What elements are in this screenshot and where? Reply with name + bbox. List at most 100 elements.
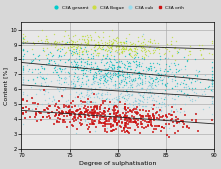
Point <box>78 114 82 117</box>
Point <box>160 125 164 128</box>
Point <box>122 127 126 130</box>
Point <box>115 50 119 53</box>
Point <box>170 42 173 45</box>
Point <box>195 74 199 76</box>
Point <box>159 74 162 76</box>
Point <box>76 63 80 66</box>
Point <box>112 96 116 99</box>
Point <box>117 85 120 88</box>
Point <box>92 73 96 76</box>
Point <box>75 52 79 54</box>
Point <box>22 112 25 115</box>
Point <box>69 113 72 116</box>
Point <box>69 81 73 84</box>
Point <box>104 120 108 122</box>
Point <box>150 83 154 86</box>
Point <box>148 119 152 121</box>
Point <box>120 49 124 52</box>
Point <box>62 119 65 121</box>
Point <box>194 111 197 114</box>
Point <box>95 114 99 116</box>
Point <box>157 102 160 105</box>
Point <box>41 76 45 78</box>
Point <box>107 39 111 41</box>
Point <box>98 75 102 77</box>
Point <box>196 71 200 74</box>
Point <box>78 108 82 111</box>
Point <box>185 58 189 61</box>
Point <box>101 97 104 99</box>
Point <box>154 106 158 108</box>
Point <box>101 100 105 103</box>
Point <box>92 110 96 113</box>
Point <box>185 86 188 88</box>
Point <box>105 52 108 55</box>
Point <box>40 73 43 75</box>
Point <box>135 52 139 55</box>
Point <box>66 111 70 114</box>
Point <box>37 54 40 57</box>
Point <box>175 49 179 52</box>
Point <box>122 128 126 131</box>
Point <box>116 88 119 91</box>
Point <box>53 46 57 49</box>
Point <box>145 96 149 99</box>
Point <box>136 45 139 47</box>
Point <box>130 89 133 92</box>
Point <box>72 83 75 86</box>
Point <box>90 83 93 86</box>
Point <box>26 79 30 82</box>
Point <box>62 112 65 114</box>
Point <box>126 130 129 132</box>
Point <box>176 84 179 87</box>
Point <box>82 66 85 69</box>
Point <box>80 64 83 66</box>
Point <box>106 123 110 126</box>
Point <box>57 105 60 108</box>
Point <box>120 129 124 132</box>
Point <box>98 106 101 108</box>
Point <box>114 49 118 52</box>
Point <box>60 111 64 114</box>
Point <box>145 91 148 93</box>
Point <box>152 128 156 131</box>
Point <box>147 83 150 86</box>
Point <box>86 43 90 46</box>
Point <box>73 113 77 116</box>
Point <box>82 43 85 46</box>
Point <box>138 94 142 96</box>
Point <box>126 68 129 71</box>
Point <box>86 121 90 124</box>
Point <box>54 70 57 73</box>
Point <box>100 47 104 50</box>
Point <box>59 69 63 72</box>
Point <box>106 113 110 116</box>
Point <box>69 113 73 116</box>
Point <box>90 108 94 111</box>
Point <box>150 125 154 128</box>
Point <box>76 64 79 67</box>
Point <box>90 83 94 85</box>
Point <box>53 68 57 71</box>
Point <box>84 82 88 85</box>
Point <box>126 91 129 94</box>
Point <box>41 77 44 80</box>
Point <box>148 87 152 90</box>
Point <box>105 91 109 93</box>
Point <box>143 127 146 129</box>
Point <box>22 64 25 67</box>
Point <box>60 95 64 98</box>
Point <box>139 94 142 97</box>
Point <box>41 102 44 105</box>
Point <box>132 49 135 52</box>
Point <box>53 115 57 118</box>
Point <box>91 120 94 123</box>
Point <box>22 48 25 51</box>
Point <box>56 49 59 51</box>
Point <box>163 46 167 49</box>
Point <box>90 107 93 110</box>
Point <box>91 109 95 112</box>
Point <box>99 74 102 77</box>
Point <box>23 40 27 43</box>
Point <box>129 110 132 113</box>
